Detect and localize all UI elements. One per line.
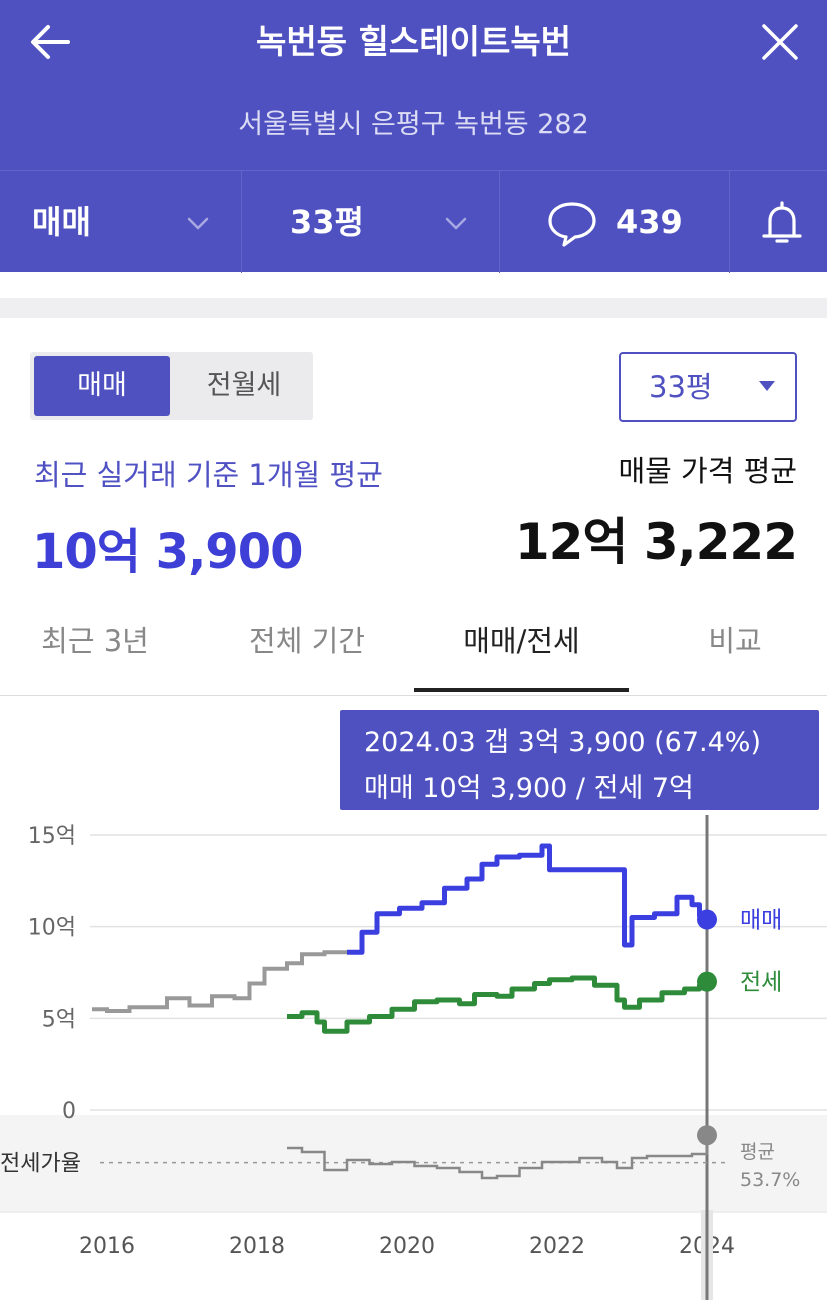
section-divider <box>0 298 827 318</box>
size-select-label: 33평 <box>649 370 713 404</box>
back-arrow-icon[interactable] <box>24 16 76 68</box>
y-tick-label: 5억 <box>42 1007 76 1032</box>
trade-type-dropdown[interactable]: 매매 <box>0 171 242 273</box>
x-tick-label: 2020 <box>379 1234 435 1259</box>
tab-compare[interactable]: 비교 <box>708 624 762 658</box>
recent-average-value: 10억 3,900 <box>32 524 303 580</box>
tooltip-gap-line: 2024.03 갭 3억 3,900 (67.4%) <box>364 727 761 758</box>
address: 서울특별시 은평구 녹번동 282 <box>238 109 589 140</box>
sale-end-marker <box>697 909 717 930</box>
tab-recent-3y[interactable]: 최근 3년 <box>41 624 149 658</box>
ratio-line <box>287 1135 709 1180</box>
y-tick-label: 0 <box>62 1099 76 1124</box>
notification-button[interactable] <box>730 171 827 273</box>
x-tick-label: 2018 <box>229 1234 285 1259</box>
caret-down-icon <box>757 378 777 394</box>
size-dropdown[interactable]: 33평 <box>242 171 500 273</box>
jeonse-end-marker <box>697 971 717 992</box>
size-label: 33평 <box>290 203 364 241</box>
trade-type-label: 매매 <box>32 203 91 241</box>
recent-average-label: 최근 실거래 기준 1개월 평균 <box>34 458 383 492</box>
x-tick-label: 2022 <box>529 1234 585 1259</box>
trade-toggle: 매매 전월세 <box>30 352 313 420</box>
price-chart[interactable]: 15억10억5억020162018202020222024매매전세전세가율평균5… <box>0 810 827 1300</box>
chevron-down-icon <box>442 209 470 237</box>
price-chart-svg: 15억10억5억020162018202020222024매매전세전세가율평균5… <box>0 815 827 1300</box>
jeonse-series-label: 전세 <box>740 970 782 996</box>
toggle-rent[interactable]: 전월세 <box>206 370 282 401</box>
speech-bubble-icon <box>546 199 598 249</box>
y-tick-label: 10억 <box>28 916 76 941</box>
jeonse-line <box>287 975 710 1034</box>
size-select[interactable]: 33평 <box>619 352 797 422</box>
header-toolbar: 매매 33평 439 <box>0 170 827 273</box>
period-tabs: 최근 3년 전체 기간 매매/전세 비교 <box>0 596 827 696</box>
x-tick-label: 2016 <box>79 1234 135 1259</box>
tooltip-price-line: 매매 10억 3,900 / 전세 7억 <box>364 773 694 804</box>
sale-series-label: 매매 <box>740 908 782 934</box>
tab-all-period[interactable]: 전체 기간 <box>249 624 365 658</box>
comments-button[interactable]: 439 <box>500 171 730 273</box>
page-title: 녹번동 힐스테이트녹번 <box>255 22 572 61</box>
ratio-axis-label: 전세가율 <box>0 1152 81 1177</box>
comment-count: 439 <box>616 203 683 241</box>
y-tick-label: 15억 <box>28 824 76 849</box>
ratio-average-label: 평균 <box>740 1141 775 1163</box>
tab-sale-jeonse[interactable]: 매매/전세 <box>414 596 629 692</box>
toggle-sale[interactable]: 매매 <box>34 356 170 416</box>
listing-average-value: 12억 3,222 <box>514 513 798 571</box>
listing-average-label: 매물 가격 평균 <box>618 454 797 488</box>
chart-tooltip: 2024.03 갭 3억 3,900 (67.4%) 매매 10억 3,900 … <box>340 710 819 810</box>
sale-history-line <box>92 950 347 1013</box>
sale-line <box>347 843 710 955</box>
bell-icon <box>760 199 804 247</box>
close-icon[interactable] <box>752 14 808 70</box>
chevron-down-icon <box>184 209 212 237</box>
ratio-average-value: 53.7% <box>740 1169 800 1191</box>
app-header: 녹번동 힐스테이트녹번 서울특별시 은평구 녹번동 282 매매 33평 439 <box>0 0 827 273</box>
ratio-end-marker <box>697 1125 717 1146</box>
